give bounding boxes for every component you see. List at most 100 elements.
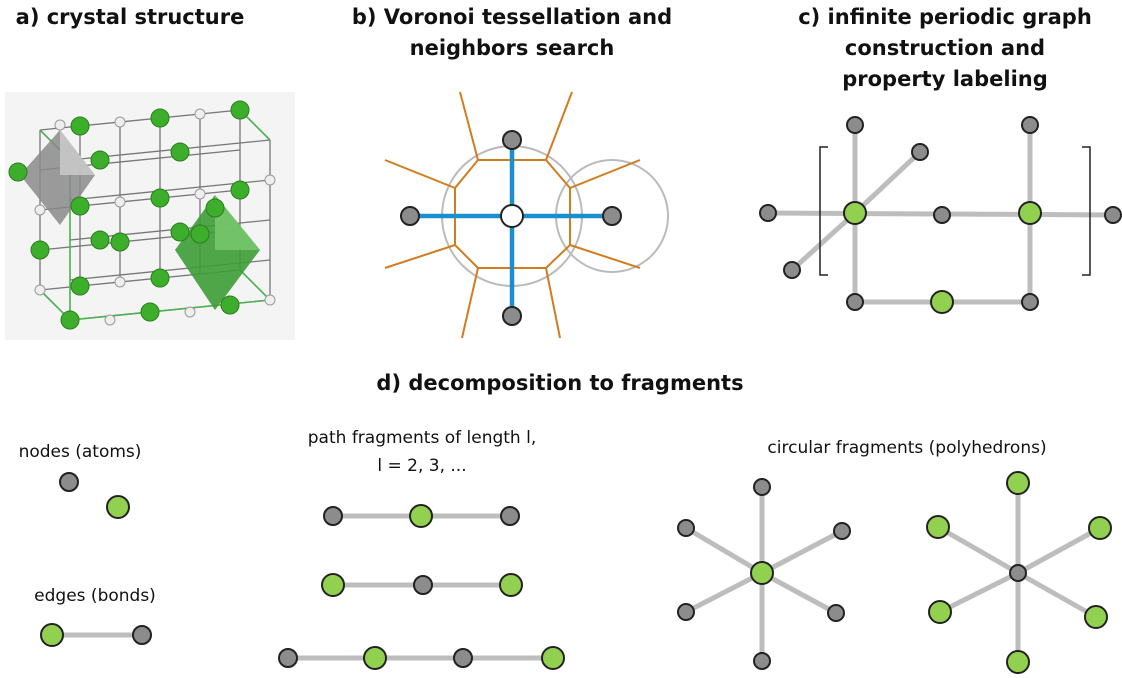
periodic-graph: [760, 117, 1121, 313]
node: [171, 143, 189, 161]
node: [410, 505, 432, 527]
node: [1022, 117, 1038, 133]
edge: [1018, 528, 1100, 573]
node: [231, 181, 249, 199]
node: [754, 479, 770, 495]
node: [934, 207, 950, 223]
edge: [762, 573, 836, 613]
edge: [570, 245, 640, 268]
node: [401, 207, 419, 225]
node: [107, 496, 129, 518]
node: [1010, 565, 1026, 581]
node: [834, 523, 850, 539]
node: [828, 605, 844, 621]
group: [686, 483, 1100, 662]
node: [71, 197, 89, 215]
node: [912, 144, 928, 160]
node: [501, 507, 519, 525]
node: [503, 307, 521, 325]
node: [55, 120, 65, 130]
node: [784, 262, 800, 278]
node: [151, 109, 169, 127]
node: [171, 223, 189, 241]
node: [151, 269, 169, 287]
edge: [462, 268, 478, 338]
node: [678, 520, 694, 536]
node: [115, 197, 125, 207]
node: [60, 473, 78, 491]
node: [71, 277, 89, 295]
node: [542, 647, 564, 669]
edge: [938, 527, 1018, 573]
node: [847, 117, 863, 133]
label: construction and: [845, 36, 1045, 60]
node: [322, 574, 344, 596]
edge: [460, 92, 478, 160]
node: [35, 285, 45, 295]
node: [185, 307, 195, 317]
node: [231, 101, 249, 119]
node: [221, 296, 239, 314]
node: [364, 647, 386, 669]
figure: a) crystal structure b) Voronoi tessella…: [0, 0, 1122, 678]
node: [760, 205, 776, 221]
edge: [385, 245, 455, 268]
node: [191, 225, 209, 243]
edge: [385, 160, 455, 188]
node: [133, 626, 151, 644]
node: [265, 175, 275, 185]
node: [678, 604, 694, 620]
node: [115, 277, 125, 287]
node: [151, 189, 169, 207]
node: [754, 653, 770, 669]
node: [454, 649, 472, 667]
crystal-structure: [5, 92, 295, 340]
label: property labeling: [842, 67, 1048, 91]
node: [847, 294, 863, 310]
node: [603, 207, 621, 225]
node: [105, 315, 115, 325]
label: a) crystal structure: [16, 5, 245, 29]
fragment-labels: nodes (atoms) edges (bonds) path fragmen…: [19, 428, 1047, 606]
voronoi-diagram: [385, 92, 668, 338]
label: nodes (atoms): [19, 442, 142, 462]
node: [91, 231, 109, 249]
edge: [546, 92, 572, 160]
edge: [762, 531, 842, 573]
node: [1085, 606, 1107, 628]
edge: [855, 152, 920, 213]
node: [501, 205, 523, 227]
circular-fragments: [678, 472, 1111, 673]
node: [41, 624, 63, 646]
label: circular fragments (polyhedrons): [767, 438, 1046, 458]
node: [927, 516, 949, 538]
node: [324, 507, 342, 525]
node: [111, 233, 129, 251]
node: [265, 295, 275, 305]
node: [195, 109, 205, 119]
node: [751, 562, 773, 584]
node: [279, 649, 297, 667]
node: [1022, 294, 1038, 310]
node: [844, 202, 866, 224]
node: [195, 189, 205, 199]
node: [503, 131, 521, 149]
node: [931, 291, 953, 313]
edge: [1018, 573, 1096, 617]
label: d) decomposition to fragments: [376, 371, 743, 395]
label: b) Voronoi tessellation and: [352, 5, 672, 29]
edge: [792, 213, 855, 270]
node: [1089, 517, 1111, 539]
node: [31, 241, 49, 259]
edge: [570, 160, 640, 188]
path-fragments: [279, 505, 564, 669]
edge: [940, 573, 1018, 612]
node: [1105, 207, 1121, 223]
node: [1007, 651, 1029, 673]
label: edges (bonds): [34, 586, 156, 606]
node: [71, 117, 89, 135]
node: [206, 199, 224, 217]
node: [414, 576, 432, 594]
label: neighbors search: [410, 36, 615, 60]
node: [9, 163, 27, 181]
